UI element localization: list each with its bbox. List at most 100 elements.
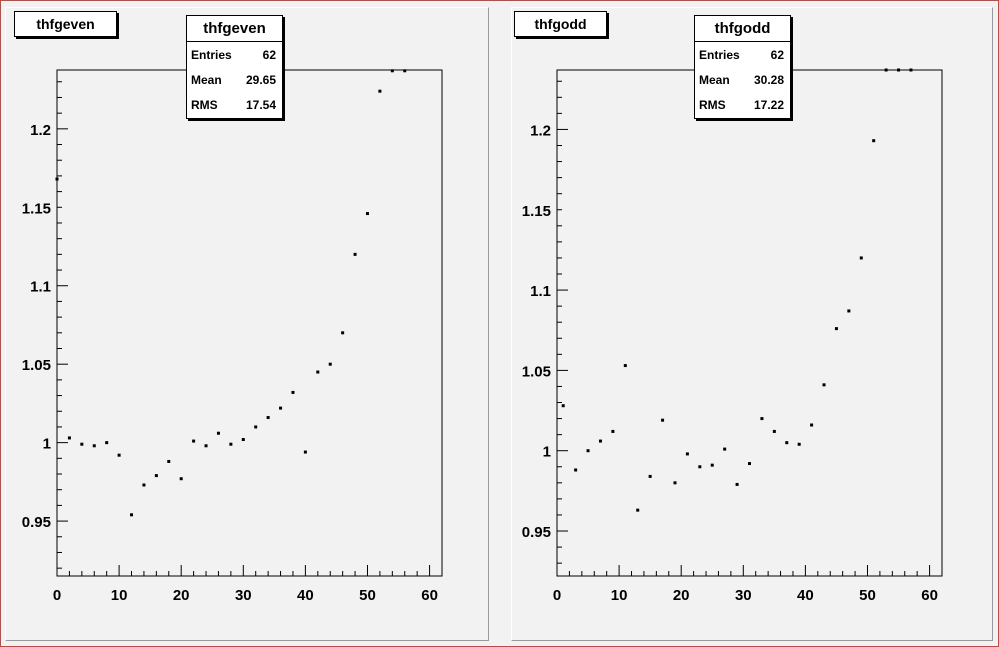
stats-row-rms: RMS 17.22: [695, 92, 790, 117]
data-point: [229, 442, 233, 446]
x-tick-label: 60: [921, 587, 938, 604]
stats-row-rms: RMS 17.54: [187, 92, 282, 117]
data-point: [723, 447, 727, 451]
data-point: [735, 482, 739, 486]
stats-name: thfgodd: [695, 16, 790, 42]
data-point: [834, 327, 838, 331]
y-tick-label: 1.15: [522, 203, 551, 220]
data-point: [772, 429, 776, 433]
title-text: thfgeven: [36, 16, 95, 32]
data-point: [598, 439, 602, 443]
stats-label: Mean: [699, 72, 730, 87]
y-tick-label: 1: [43, 436, 51, 453]
data-point: [636, 508, 640, 512]
data-point: [179, 477, 183, 481]
x-tick-label: 10: [611, 587, 628, 604]
data-point: [378, 89, 382, 93]
data-point: [303, 450, 307, 454]
title-box-thfgeven[interactable]: thfgeven: [14, 11, 117, 37]
data-point: [92, 444, 96, 448]
stats-value: 62: [770, 47, 784, 62]
data-point: [797, 442, 801, 446]
y-tick-label: 1.1: [30, 279, 51, 296]
stats-value: 62: [262, 47, 276, 62]
x-tick-label: 0: [553, 587, 561, 604]
title-box-thfgodd[interactable]: thfgodd: [514, 11, 607, 37]
stats-row-mean: Mean 30.28: [695, 67, 790, 92]
data-point: [673, 481, 677, 485]
data-point: [67, 436, 71, 440]
data-point: [611, 429, 615, 433]
data-point: [154, 474, 158, 478]
data-point: [822, 383, 826, 387]
plot-frame: [556, 69, 943, 577]
data-point: [241, 437, 245, 441]
data-point: [167, 459, 171, 463]
data-point: [80, 442, 84, 446]
stats-label: RMS: [699, 97, 726, 112]
data-point: [698, 465, 702, 469]
x-tick-label: 20: [673, 587, 690, 604]
x-tick-label: 40: [297, 587, 314, 604]
data-point: [872, 139, 876, 143]
x-tick-label: 40: [797, 587, 814, 604]
stats-box-thfgodd[interactable]: thfgodd Entries 62 Mean 30.28 RMS 17.22: [694, 15, 791, 119]
data-point: [561, 404, 565, 408]
stats-value: 17.22: [753, 97, 784, 112]
data-point: [897, 68, 901, 72]
stats-value: 30.28: [753, 72, 784, 87]
data-point: [142, 483, 146, 487]
data-point: [353, 252, 357, 256]
x-tick-label: 30: [235, 587, 252, 604]
data-point: [328, 362, 332, 366]
stats-name: thfgeven: [187, 16, 282, 42]
title-text: thfgodd: [534, 16, 587, 32]
data-point: [192, 439, 196, 443]
data-point: [130, 513, 134, 517]
x-tick-label: 50: [359, 587, 376, 604]
y-tick-label: 1.2: [30, 122, 51, 139]
stats-value: 29.65: [245, 72, 276, 87]
data-point: [760, 417, 764, 421]
data-point: [847, 309, 851, 313]
y-tick-label: 0.95: [22, 514, 51, 531]
data-point: [909, 68, 913, 72]
stats-value: 17.54: [245, 97, 276, 112]
data-point: [341, 331, 345, 335]
y-tick-label: 1.1: [530, 283, 551, 300]
stats-label: Entries: [699, 47, 740, 62]
data-point: [291, 390, 295, 394]
y-tick-label: 1.05: [522, 363, 551, 380]
x-tick-label: 30: [735, 587, 752, 604]
data-point: [105, 441, 109, 445]
x-tick-label: 10: [111, 587, 128, 604]
stats-row-entries: Entries 62: [695, 42, 790, 67]
data-point: [365, 212, 369, 216]
x-tick-label: 60: [421, 587, 438, 604]
data-point: [574, 468, 578, 472]
data-point: [710, 463, 714, 467]
y-tick-label: 0.95: [522, 524, 551, 541]
data-point: [390, 69, 394, 73]
data-point: [648, 474, 652, 478]
data-point: [279, 406, 283, 410]
data-point: [859, 256, 863, 260]
data-point: [785, 441, 789, 445]
stats-label: Entries: [191, 47, 232, 62]
stats-row-mean: Mean 29.65: [187, 67, 282, 92]
data-point: [204, 444, 208, 448]
data-point: [685, 452, 689, 456]
stats-row-entries: Entries 62: [187, 42, 282, 67]
data-point: [254, 425, 258, 429]
data-point: [266, 416, 270, 420]
data-point: [55, 177, 59, 181]
y-tick-label: 1: [543, 444, 551, 461]
y-tick-label: 1.2: [530, 122, 551, 139]
stats-box-thfgeven[interactable]: thfgeven Entries 62 Mean 29.65 RMS 17.54: [186, 15, 283, 119]
x-tick-label: 0: [53, 587, 61, 604]
data-point: [316, 370, 320, 374]
data-point: [884, 68, 888, 72]
data-point: [623, 364, 627, 368]
